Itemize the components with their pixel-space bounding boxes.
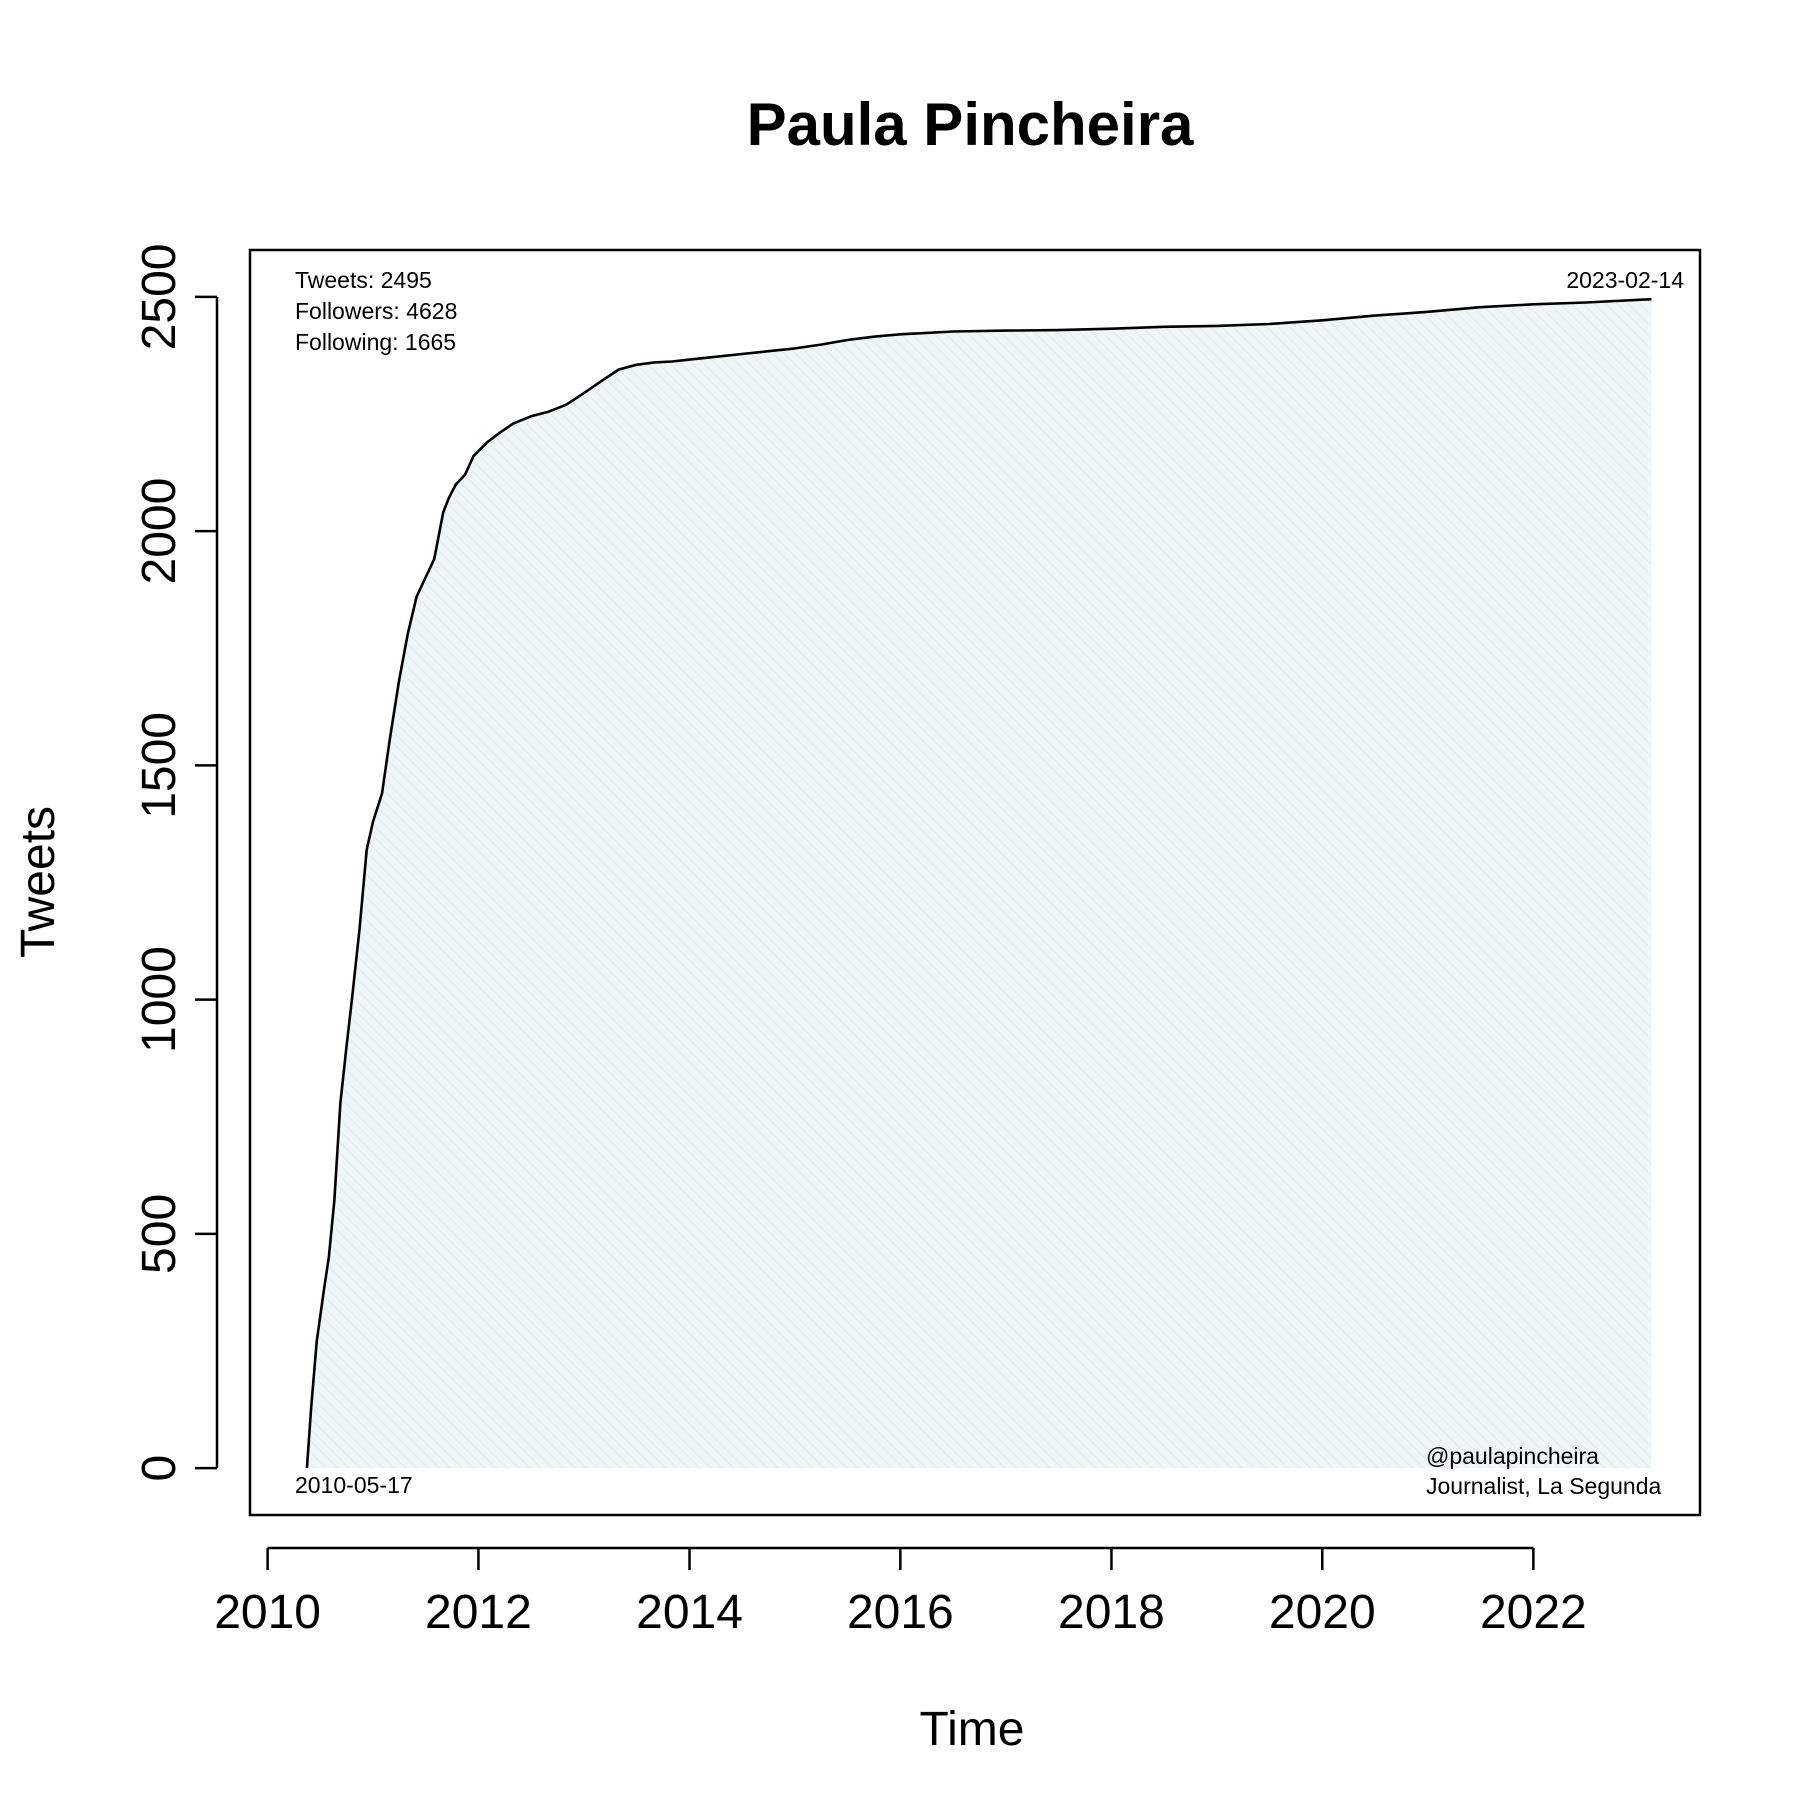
x-tick-label: 2018 <box>1058 1586 1165 1639</box>
stat-followers: Followers: 4628 <box>295 298 457 324</box>
y-axis: 0 500 1000 1500 2000 2500 <box>133 244 219 1482</box>
stat-tweets: Tweets: 2495 <box>295 267 432 293</box>
x-tick-label: 2012 <box>425 1586 532 1639</box>
x-tick-label: 2010 <box>214 1586 321 1639</box>
x-axis-title: Time <box>920 1703 1025 1756</box>
series-line <box>305 297 1652 1469</box>
y-tick-label: 0 <box>133 1455 186 1482</box>
y-tick-label: 2500 <box>133 244 186 351</box>
y-axis-title: Tweets <box>12 806 65 958</box>
y-tick-label: 1000 <box>133 946 186 1053</box>
start-date-label: 2010-05-17 <box>295 1472 413 1498</box>
y-tick-label: 1500 <box>133 712 186 819</box>
x-axis: 2010 2012 2014 2016 2018 2020 2022 <box>214 1546 1587 1639</box>
end-date-label: 2023-02-14 <box>1566 267 1684 293</box>
plot-frame <box>248 248 1702 1517</box>
handle-label: @paulapincheira <box>1426 1443 1599 1469</box>
annotations: Tweets: 2495 Followers: 4628 Following: … <box>295 267 1684 1499</box>
chart-title: Paula Pincheira <box>747 91 1194 158</box>
bio-label: Journalist, La Segunda <box>1426 1473 1661 1499</box>
x-tick-label: 2014 <box>636 1586 743 1639</box>
stat-following: Following: 1665 <box>295 329 456 355</box>
x-tick-label: 2022 <box>1480 1586 1587 1639</box>
y-tick-label: 500 <box>133 1194 186 1274</box>
x-tick-label: 2016 <box>847 1586 954 1639</box>
area-hatch <box>306 299 1652 1469</box>
y-tick-label: 2000 <box>133 478 186 585</box>
x-tick-label: 2020 <box>1269 1586 1376 1639</box>
plot-area <box>248 248 1702 1517</box>
